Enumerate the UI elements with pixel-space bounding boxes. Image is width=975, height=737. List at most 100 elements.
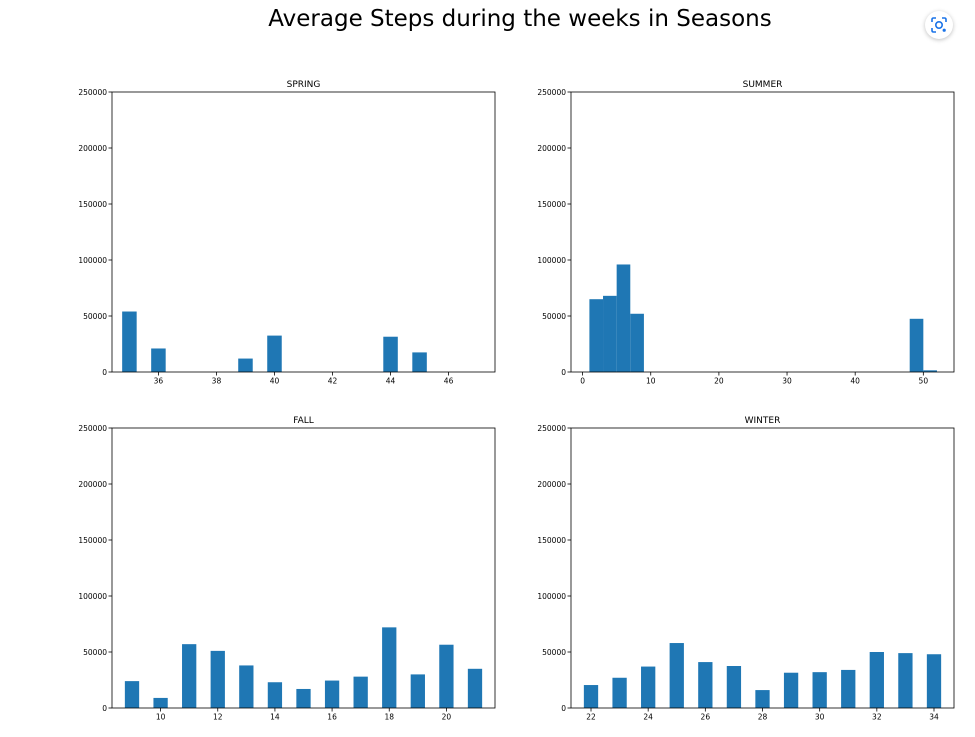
fall-ytick-label: 0: [102, 704, 107, 713]
fall-bar: [439, 644, 454, 708]
fall-xtick-label: 18: [384, 713, 394, 722]
fall-ytick-label: 250000: [78, 424, 107, 433]
spring-ytick-label: 50000: [83, 312, 107, 321]
summer-title: SUMMER: [743, 80, 783, 90]
winter-bar: [583, 685, 599, 708]
spring-bar: [412, 352, 427, 372]
winter-title: WINTER: [745, 416, 781, 426]
summer-ytick-label: 100000: [537, 256, 566, 265]
fall-bar: [210, 650, 225, 708]
summer-xtick-label: 20: [714, 377, 724, 386]
spring-xtick-label: 42: [328, 377, 338, 386]
summer-ytick-label: 200000: [537, 144, 566, 153]
spring-xtick-label: 40: [270, 377, 280, 386]
winter-xtick-label: 34: [929, 713, 939, 722]
fall-xtick-label: 14: [270, 713, 280, 722]
winter-bar: [669, 643, 684, 708]
winter-xtick-label: 22: [586, 713, 596, 722]
google-lens-button[interactable]: [925, 11, 953, 39]
summer-bar: [603, 295, 617, 372]
spring-bar: [267, 335, 282, 372]
winter-ytick-label: 100000: [537, 592, 566, 601]
fall-bar: [239, 665, 254, 708]
summer-bar: [616, 264, 631, 372]
winter-bar: [641, 666, 656, 708]
fall-xtick-label: 12: [213, 713, 223, 722]
google-lens-icon: [931, 17, 947, 33]
fall-bar: [153, 697, 168, 708]
summer-xtick-label: 30: [782, 377, 792, 386]
summer-bar: [909, 318, 924, 372]
fall-bar: [124, 681, 140, 708]
spring-title: SPRING: [287, 80, 321, 90]
fall-bar: [467, 668, 483, 708]
winter-ytick-label: 150000: [537, 536, 566, 545]
fall-bar: [296, 688, 311, 708]
spring-ytick-label: 150000: [78, 200, 107, 209]
spring-xtick-label: 46: [444, 377, 454, 386]
winter-ytick-label: 0: [561, 704, 566, 713]
spring-bar: [151, 348, 166, 372]
winter-ytick-label: 200000: [537, 480, 566, 489]
winter-axes-frame: [570, 427, 955, 709]
summer-ytick-label: 250000: [537, 88, 566, 97]
spring-bar: [238, 358, 253, 372]
fall-subplot: 0 50000 100000 150000 200000 250000 10 12 14 16 18…: [78, 416, 496, 722]
winter-bar: [812, 672, 827, 708]
summer-bar: [589, 299, 604, 372]
fall-xtick-label: 20: [442, 713, 452, 722]
fall-xtick-label: 10: [156, 713, 166, 722]
winter-subplot: 0 50000 100000 150000 200000 250000 22 24 26 28 30…: [537, 416, 955, 722]
winter-bar: [898, 653, 913, 708]
summer-xtick-label: 50: [919, 377, 929, 386]
fall-bar: [353, 676, 368, 708]
spring-xtick-label: 36: [154, 377, 164, 386]
fall-bar: [382, 627, 397, 708]
winter-xtick-label: 26: [701, 713, 711, 722]
spring-ytick-label: 100000: [78, 256, 107, 265]
fall-title: FALL: [293, 416, 314, 426]
summer-xtick-label: 40: [850, 377, 860, 386]
summer-ytick-label: 0: [561, 368, 566, 377]
winter-bar: [783, 672, 799, 708]
winter-bar: [841, 669, 856, 708]
spring-xtick-label: 44: [386, 377, 396, 386]
winter-bar: [926, 654, 942, 708]
fall-bar: [324, 680, 340, 708]
winter-xtick-label: 32: [872, 713, 882, 722]
fall-bar: [267, 682, 283, 708]
fall-ytick-label: 50000: [83, 648, 107, 657]
spring-ytick-label: 0: [102, 368, 107, 377]
winter-xtick-label: 30: [815, 713, 825, 722]
spring-ytick-label: 200000: [78, 144, 107, 153]
summer-xtick-label: 0: [580, 377, 585, 386]
winter-bar: [726, 666, 742, 708]
winter-xtick-label: 28: [758, 713, 768, 722]
summer-subplot: 0 50000 100000 150000 200000 250000 0 10 20 30 40 5…: [537, 80, 955, 386]
winter-bar: [612, 677, 627, 708]
fall-bar: [182, 644, 197, 708]
winter-ytick-label: 250000: [537, 424, 566, 433]
summer-ytick-label: 50000: [542, 312, 566, 321]
fall-ytick-label: 200000: [78, 480, 107, 489]
summer-xtick-label: 10: [646, 377, 656, 386]
summer-ytick-label: 150000: [537, 200, 566, 209]
spring-xtick-label: 38: [212, 377, 222, 386]
winter-bar: [755, 690, 770, 708]
summer-axes-frame: [570, 91, 955, 373]
spring-ytick-label: 250000: [78, 88, 107, 97]
fall-ytick-label: 100000: [78, 592, 107, 601]
summer-bar: [923, 370, 937, 372]
spring-bar: [383, 336, 398, 372]
summer-bar: [630, 313, 644, 372]
spring-axes-frame: [111, 91, 496, 373]
winter-bar: [698, 662, 713, 708]
figure-title: Average Steps during the weeks in Season…: [268, 6, 772, 32]
fall-ytick-label: 150000: [78, 536, 107, 545]
winter-ytick-label: 50000: [542, 648, 566, 657]
fall-axes-frame: [111, 427, 496, 709]
fall-xtick-label: 16: [327, 713, 337, 722]
spring-bar: [122, 311, 137, 372]
winter-bar: [869, 652, 884, 708]
